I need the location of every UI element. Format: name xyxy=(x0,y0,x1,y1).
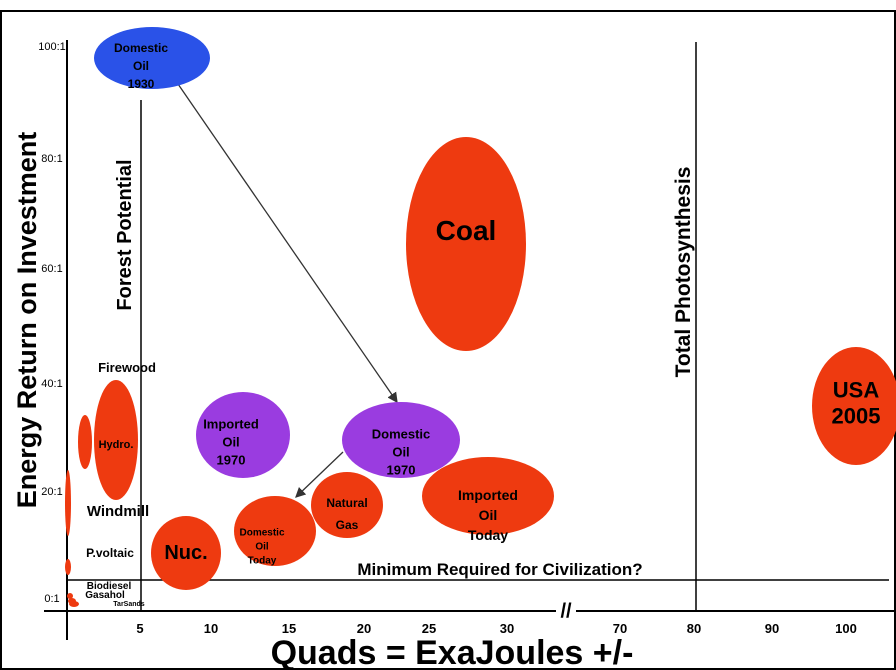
bubble-label-gasahol: Gasahol xyxy=(85,590,125,601)
bubble-label-imported-oil-1970: Imported Oil 1970 xyxy=(203,417,259,468)
bubble-shape-imported-oil-today xyxy=(422,457,554,535)
x-tick-label: 90 xyxy=(765,621,779,636)
bubble-label-biodiesel: Biodiesel xyxy=(87,581,132,592)
bubble-label-hydro: Hydro. xyxy=(99,439,134,451)
bubble-shape-p-voltaic xyxy=(65,559,71,575)
bubble-domestic-oil-1930: Domestic Oil 1930 xyxy=(94,27,210,91)
bubble-shape-domestic-oil-1970 xyxy=(342,402,460,478)
bubble-label-coal: Coal xyxy=(436,215,497,246)
bubble-label-domestic-oil-1970: Domestic Oil 1970 xyxy=(372,427,431,478)
bubble-shape-usa-2005 xyxy=(812,347,896,465)
bubble-label-natural-gas: Natural Gas xyxy=(326,496,367,532)
bubble-firewood: Firewood xyxy=(78,360,156,469)
bubble-label-imported-oil-today: Imported Oil Today xyxy=(458,487,518,543)
trend-arrow xyxy=(177,83,398,404)
bubble-label-domestic-oil-1930: Domestic Oil 1930 xyxy=(114,41,168,91)
bubble-natural-gas: Natural Gas xyxy=(311,472,383,538)
y-tick-label: 40:1 xyxy=(41,378,62,390)
bubble-shape-natural-gas xyxy=(311,472,383,538)
bubble-tarsands: TarSands xyxy=(69,601,145,608)
y-axis-title: Energy Return on Investment xyxy=(12,132,42,509)
bubble-hydro: Hydro. xyxy=(94,380,138,500)
bubble-shape-biodiesel xyxy=(67,593,73,599)
bubble-domestic-oil-today: Domestic Oil Today xyxy=(234,496,316,567)
bubble-nuc: Nuc. xyxy=(151,516,221,590)
bubble-label-p-voltaic: P.voltaic xyxy=(86,546,134,560)
bubble-shape-domestic-oil-1930 xyxy=(94,27,210,89)
x-tick-label: 30 xyxy=(500,621,514,636)
x-tick-label: 80 xyxy=(687,621,701,636)
x-axis-break: // xyxy=(560,600,572,622)
y-tick-label: 20:1 xyxy=(41,486,62,498)
x-tick-label: 5 xyxy=(136,621,143,636)
bubble-shape-domestic-oil-today xyxy=(234,496,316,566)
forest-potential-label: Forest Potential xyxy=(114,159,136,310)
bubble-shape-nuc xyxy=(151,516,221,590)
bubble-label-tarsands: TarSands xyxy=(113,601,144,608)
arrows-layer xyxy=(177,83,398,498)
x-tick-label: 25 xyxy=(422,621,436,636)
x-tick-label: 15 xyxy=(282,621,296,636)
bubble-biodiesel: Biodiesel xyxy=(67,581,131,599)
bubble-shape-firewood xyxy=(78,415,92,469)
x-axis-title: Quads = ExaJoules +/- xyxy=(271,634,634,670)
y-tick-label: 80:1 xyxy=(41,153,62,165)
bubble-p-voltaic: P.voltaic xyxy=(65,546,134,575)
y-tick-label: 60:1 xyxy=(41,263,62,275)
bubble-shape-tarsands xyxy=(69,601,79,607)
bubble-imported-oil-today: Imported Oil Today xyxy=(422,457,554,543)
x-tick-label: 20 xyxy=(357,621,371,636)
bubble-label-firewood: Firewood xyxy=(98,360,156,375)
minimum-civilization-label: Minimum Required for Civilization? xyxy=(357,560,642,579)
bubble-domestic-oil-1970: Domestic Oil 1970 xyxy=(342,402,460,478)
bubble-usa-2005: USA 2005 xyxy=(812,347,896,465)
trend-arrow xyxy=(295,451,344,498)
y-tick-label: 100:1 xyxy=(38,41,66,53)
y-tick-label: 0:1 xyxy=(44,593,59,605)
bubble-coal: Coal xyxy=(406,137,526,351)
bubble-label-windmill: Windmill xyxy=(87,503,149,520)
x-ticks: 5 10 15 20 25 30 70 80 90 100 xyxy=(136,621,856,636)
chart-frame xyxy=(0,10,896,670)
total-photosynthesis-label: Total Photosynthesis xyxy=(672,167,695,378)
bubble-imported-oil-1970: Imported Oil 1970 xyxy=(196,392,290,478)
x-tick-label: 10 xyxy=(204,621,218,636)
bubbles-layer: Domestic Oil 1930 Coal USA 2005 Imported Oil 197… xyxy=(65,27,896,608)
bubble-shape-hydro xyxy=(94,380,138,500)
bubble-shape-imported-oil-1970 xyxy=(196,392,290,478)
bubble-shape-coal xyxy=(406,137,526,351)
bubble-windmill: Windmill xyxy=(65,470,149,536)
x-tick-label: 70 xyxy=(613,621,627,636)
y-ticks: 100:1 80:1 60:1 40:1 20:1 0:1 xyxy=(38,41,66,605)
bubble-label-domestic-oil-today: Domestic Oil Today xyxy=(239,528,284,567)
x-tick-label: 100 xyxy=(835,621,857,636)
bubble-label-nuc: Nuc. xyxy=(164,542,207,564)
bubble-label-usa-2005: USA 2005 xyxy=(832,378,881,429)
bubble-shape-windmill xyxy=(65,470,71,536)
